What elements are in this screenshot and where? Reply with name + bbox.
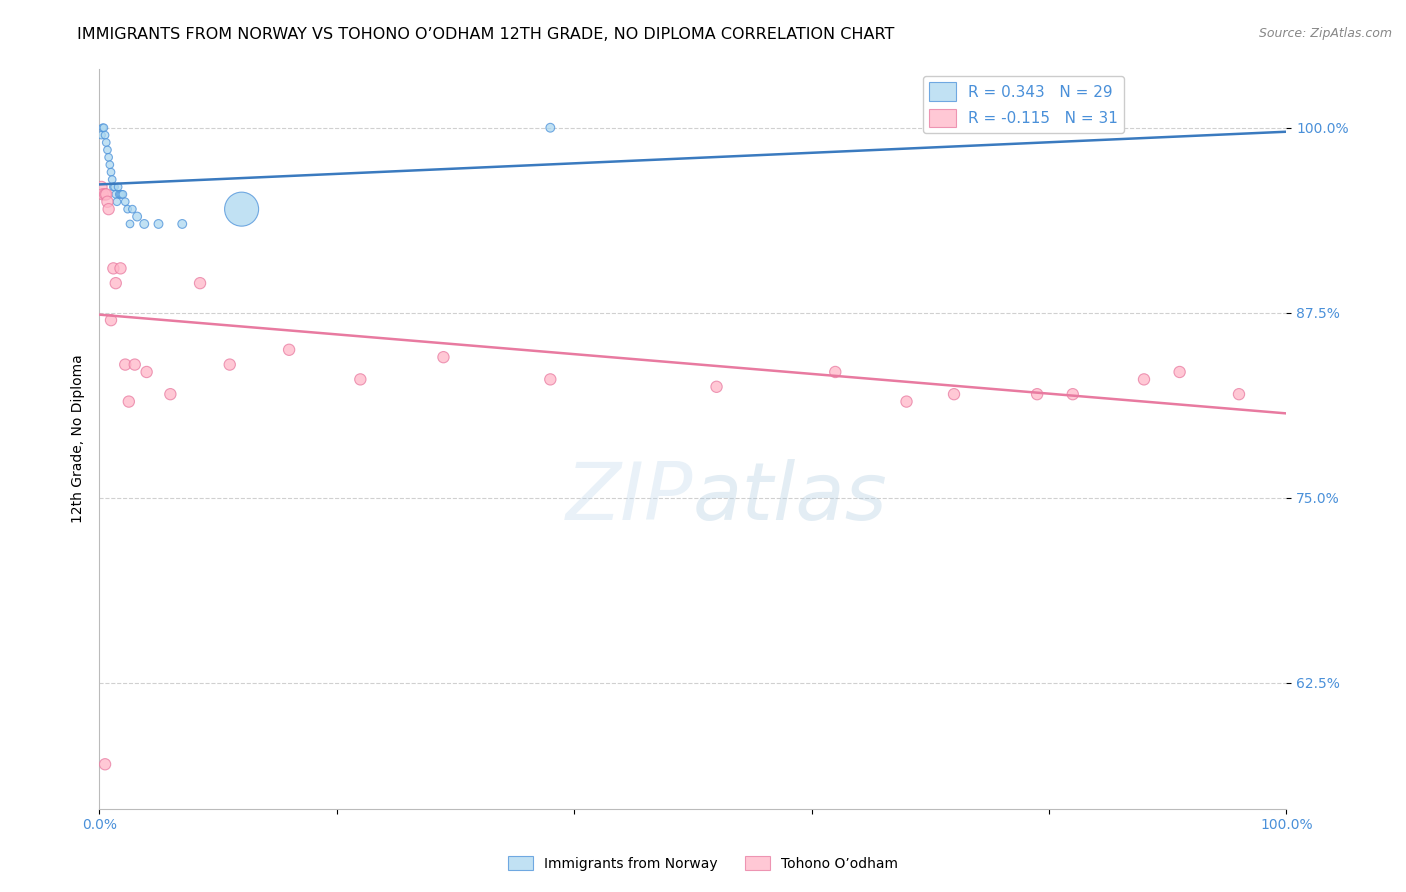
Point [127,210,149,224]
Point [96,136,118,150]
Point [91,120,114,135]
Point [159,387,181,401]
Point [111,187,134,202]
Point [538,372,561,386]
Point [103,180,125,194]
Point [103,261,125,276]
Point [1062,387,1084,401]
Point [97,202,120,216]
Point [218,358,240,372]
Point [96,194,118,209]
Text: ZIP: ZIP [565,458,693,537]
Point [107,180,129,194]
Point [278,343,301,357]
Point [824,365,846,379]
Point [172,217,194,231]
Point [118,394,141,409]
Point [114,358,136,372]
Point [110,261,132,276]
Point [148,217,170,231]
Point [1133,372,1156,386]
Point [108,187,131,202]
Point [100,165,122,179]
Legend: R = 0.343   N = 29, R = -0.115   N = 31: R = 0.343 N = 29, R = -0.115 N = 31 [922,76,1125,133]
Point [96,143,118,157]
Point [538,120,561,135]
Point [105,194,128,209]
Point [1026,387,1049,401]
Point [135,365,157,379]
Point [100,313,122,327]
Point [104,276,127,290]
Point [104,187,127,202]
Point [94,128,117,142]
Point [349,372,371,386]
Point [96,187,118,202]
Point [943,387,966,401]
Point [97,150,120,164]
Point [94,757,117,772]
Point [93,120,115,135]
Legend: Immigrants from Norway, Tohono O’odham: Immigrants from Norway, Tohono O’odham [502,850,904,876]
Point [114,194,136,209]
Text: atlas: atlas [693,458,887,537]
Point [94,187,117,202]
Point [896,394,918,409]
Point [103,180,125,194]
Point [118,217,141,231]
Point [124,358,146,372]
Text: IMMIGRANTS FROM NORWAY VS TOHONO O’ODHAM 12TH GRADE, NO DIPLOMA CORRELATION CHAR: IMMIGRANTS FROM NORWAY VS TOHONO O’ODHAM… [77,27,894,42]
Point [121,202,143,216]
Point [1168,365,1191,379]
Point [706,380,728,394]
Point [111,187,134,202]
Point [1227,387,1250,401]
Point [91,187,114,202]
Point [101,172,124,186]
Point [134,217,156,231]
Point [90,180,112,194]
Text: Source: ZipAtlas.com: Source: ZipAtlas.com [1258,27,1392,40]
Point [188,276,211,290]
Point [231,202,253,216]
Y-axis label: 12th Grade, No Diploma: 12th Grade, No Diploma [72,354,86,523]
Point [98,158,121,172]
Point [90,128,112,142]
Point [117,202,139,216]
Point [432,350,454,364]
Point [110,187,132,202]
